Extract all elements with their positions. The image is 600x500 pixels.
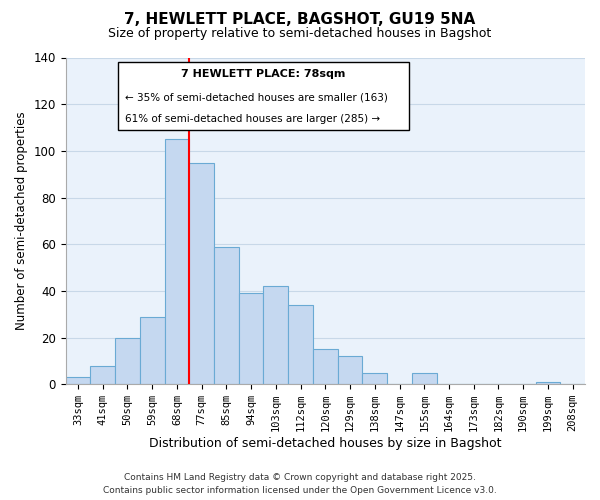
Text: Size of property relative to semi-detached houses in Bagshot: Size of property relative to semi-detach… [109,28,491,40]
Bar [412,372,437,384]
Bar [91,366,115,384]
Bar [164,139,190,384]
Bar [338,356,362,384]
Y-axis label: Number of semi-detached properties: Number of semi-detached properties [15,112,28,330]
X-axis label: Distribution of semi-detached houses by size in Bagshot: Distribution of semi-detached houses by … [149,437,502,450]
Text: 7, HEWLETT PLACE, BAGSHOT, GU19 5NA: 7, HEWLETT PLACE, BAGSHOT, GU19 5NA [124,12,476,28]
Bar [263,286,288,384]
Bar [313,349,338,384]
Text: 61% of semi-detached houses are larger (285) →: 61% of semi-detached houses are larger (… [125,114,380,124]
Bar [362,372,387,384]
Bar [115,338,140,384]
Text: ← 35% of semi-detached houses are smaller (163): ← 35% of semi-detached houses are smalle… [125,92,388,102]
Bar [239,293,263,384]
Bar [65,377,91,384]
Bar [214,246,239,384]
Bar [190,162,214,384]
FancyBboxPatch shape [118,62,409,130]
Bar [288,305,313,384]
Bar [140,316,164,384]
Text: 7 HEWLETT PLACE: 78sqm: 7 HEWLETT PLACE: 78sqm [181,69,346,79]
Text: Contains HM Land Registry data © Crown copyright and database right 2025.
Contai: Contains HM Land Registry data © Crown c… [103,474,497,495]
Bar [536,382,560,384]
